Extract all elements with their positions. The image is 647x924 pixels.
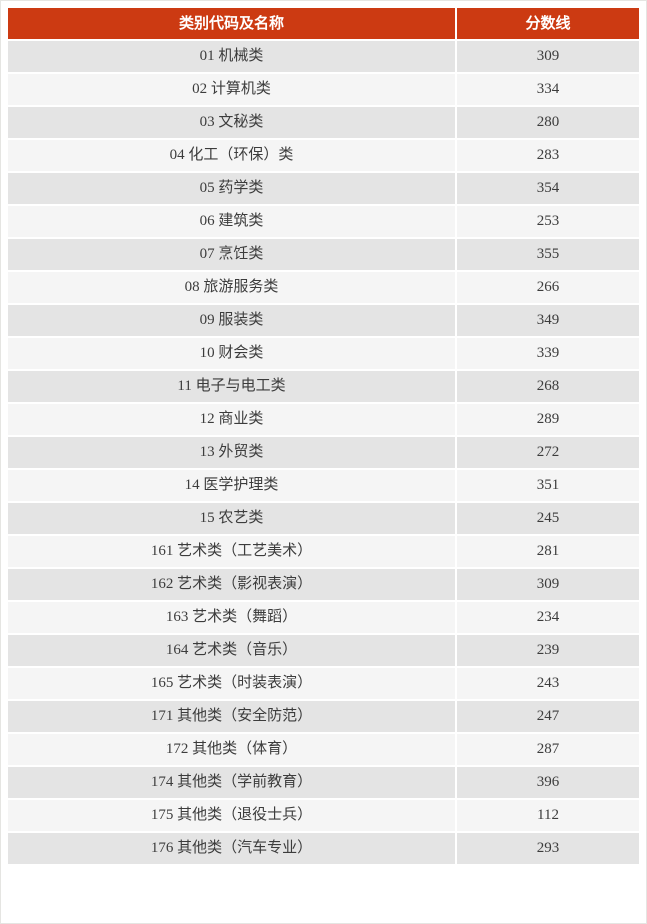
category-cell: 01 机械类	[8, 41, 457, 72]
table-header-row: 类别代码及名称 分数线	[8, 8, 639, 41]
table-row: 12 商业类 289	[8, 404, 639, 437]
score-cell: 268	[536, 378, 560, 394]
table-row: 10 财会类 339	[8, 338, 639, 371]
table-row: 05 药学类 354	[8, 173, 639, 206]
score-cell: 354	[536, 180, 560, 196]
score-cell: 355	[536, 246, 560, 262]
category-cell: 171 其他类（安全防范）	[8, 701, 457, 732]
score-cell: 309	[536, 576, 560, 592]
table-row: 15 农艺类 245	[8, 503, 639, 536]
category-cell: 12 商业类	[8, 404, 457, 435]
table-row: 09 服装类 349	[8, 305, 639, 338]
table-body: 01 机械类 309 02 计算机类 334 03 文秘类 280 04 化工（环保）类 28…	[8, 41, 639, 866]
score-cell: 289	[536, 411, 560, 427]
score-cell: 293	[536, 840, 560, 856]
score-cell: 112	[537, 807, 559, 823]
score-cell: 234	[536, 609, 560, 625]
category-cell: 06 建筑类	[8, 206, 457, 237]
table-row: 13 外贸类 272	[8, 437, 639, 470]
category-cell: 02 计算机类	[8, 74, 457, 105]
category-cell: 15 农艺类	[8, 503, 457, 534]
score-cell: 253	[536, 213, 560, 229]
table-row: 02 计算机类 334	[8, 74, 639, 107]
table-row: 06 建筑类 253	[8, 206, 639, 239]
score-cell: 351	[536, 477, 560, 493]
score-cell: 239	[536, 642, 560, 658]
table-row: 165 艺术类（时装表演） 243	[8, 668, 639, 701]
score-cell: 266	[536, 279, 560, 295]
table-row: 164 艺术类（音乐） 239	[8, 635, 639, 668]
category-cell: 10 财会类	[8, 338, 457, 369]
category-cell: 13 外贸类	[8, 437, 457, 468]
score-cell: 243	[536, 675, 560, 691]
table-row: 174 其他类（学前教育） 396	[8, 767, 639, 800]
category-cell: 163 艺术类（舞蹈）	[8, 602, 457, 633]
score-cell: 272	[536, 444, 560, 460]
score-cell: 247	[536, 708, 560, 724]
score-cell: 287	[536, 741, 560, 757]
category-cell: 14 医学护理类	[8, 470, 457, 501]
table-row: 176 其他类（汽车专业） 293	[8, 833, 639, 866]
category-cell: 05 药学类	[8, 173, 457, 204]
category-cell: 162 艺术类（影视表演）	[8, 569, 457, 600]
score-cell: 339	[536, 345, 560, 361]
category-cell: 03 文秘类	[8, 107, 457, 138]
table-row: 01 机械类 309	[8, 41, 639, 74]
score-cell: 280	[536, 114, 560, 130]
table-row: 172 其他类（体育） 287	[8, 734, 639, 767]
header-score-line: 分数线	[525, 15, 571, 32]
table-row: 03 文秘类 280	[8, 107, 639, 140]
score-cell: 281	[536, 543, 560, 559]
category-cell: 04 化工（环保）类	[8, 140, 457, 171]
score-table: 类别代码及名称 分数线 01 机械类 309 02 计算机类 334 03 文秘类 280…	[8, 8, 639, 866]
category-cell: 08 旅游服务类	[8, 272, 457, 303]
category-cell: 174 其他类（学前教育）	[8, 767, 457, 798]
score-cell: 245	[536, 510, 560, 526]
category-cell: 07 烹饪类	[8, 239, 457, 270]
score-cell: 349	[536, 312, 560, 328]
score-cell: 334	[536, 81, 560, 97]
table-row: 163 艺术类（舞蹈） 234	[8, 602, 639, 635]
category-cell: 161 艺术类（工艺美术）	[8, 536, 457, 567]
table-row: 14 医学护理类 351	[8, 470, 639, 503]
score-cell: 309	[536, 48, 560, 64]
category-cell: 11 电子与电工类	[8, 371, 457, 402]
score-cell: 396	[536, 774, 560, 790]
table-row: 175 其他类（退役士兵） 112	[8, 800, 639, 833]
category-cell: 165 艺术类（时装表演）	[8, 668, 457, 699]
table-row: 08 旅游服务类 266	[8, 272, 639, 305]
table-row: 11 电子与电工类 268	[8, 371, 639, 404]
score-cell: 283	[536, 147, 560, 163]
table-row: 161 艺术类（工艺美术） 281	[8, 536, 639, 569]
table-row: 04 化工（环保）类 283	[8, 140, 639, 173]
category-cell: 176 其他类（汽车专业）	[8, 833, 457, 864]
category-cell: 175 其他类（退役士兵）	[8, 800, 457, 831]
table-row: 171 其他类（安全防范） 247	[8, 701, 639, 734]
table-row: 162 艺术类（影视表演） 309	[8, 569, 639, 602]
table-row: 07 烹饪类 355	[8, 239, 639, 272]
category-cell: 09 服装类	[8, 305, 457, 336]
category-cell: 164 艺术类（音乐）	[8, 635, 457, 666]
category-cell: 172 其他类（体育）	[8, 734, 457, 765]
header-category-name: 类别代码及名称	[8, 8, 457, 39]
